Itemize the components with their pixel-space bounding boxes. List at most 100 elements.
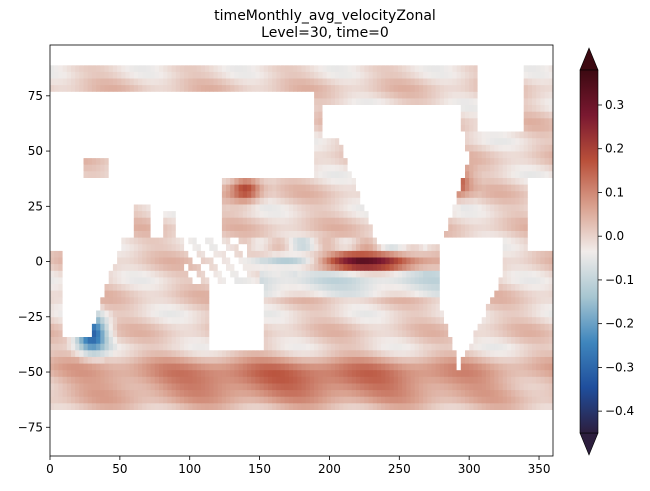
heatmap-cell [100, 270, 105, 278]
heatmap-cell [322, 290, 328, 298]
heatmap-cell [251, 369, 256, 377]
heatmap-cell [217, 184, 223, 192]
heatmap-cell [435, 250, 441, 258]
heatmap-cell [351, 303, 357, 311]
heatmap-cell [87, 343, 93, 351]
heatmap-cell [318, 409, 323, 417]
heatmap-cell [469, 243, 474, 251]
heatmap-cell [301, 323, 307, 331]
heatmap-cell [356, 369, 361, 377]
heatmap-cell [188, 270, 193, 278]
heatmap-cell [448, 303, 453, 311]
heatmap-cell [58, 356, 63, 364]
heatmap-cell [465, 263, 470, 271]
heatmap-cell [247, 177, 252, 185]
heatmap-cell [175, 177, 181, 185]
heatmap-cell [205, 310, 210, 318]
heatmap-cell [259, 422, 265, 430]
heatmap-cell [356, 277, 361, 284]
heatmap-cell [511, 330, 516, 337]
heatmap-cell [129, 210, 135, 218]
heatmap-cell [217, 316, 223, 324]
heatmap-cell [96, 383, 101, 391]
heatmap-cell [343, 204, 348, 212]
heatmap-cell [192, 237, 198, 245]
heatmap-cell [343, 376, 348, 384]
heatmap-cell [490, 383, 495, 391]
heatmap-cell [343, 336, 348, 344]
heatmap-cell [276, 403, 281, 410]
heatmap-cell [268, 316, 273, 324]
heatmap-cell [351, 349, 357, 357]
heatmap-cell [485, 316, 491, 324]
heatmap-cell [87, 303, 93, 311]
heatmap-cell [460, 224, 466, 231]
heatmap-cell [465, 389, 470, 397]
heatmap-cell [335, 422, 340, 430]
heatmap-cell [83, 296, 89, 304]
heatmap-cell [469, 224, 474, 231]
heatmap-cell [276, 369, 281, 377]
heatmap-cell [284, 177, 290, 185]
heatmap-cell [506, 316, 512, 324]
heatmap-cell [259, 283, 265, 291]
heatmap-cell [452, 330, 457, 337]
heatmap-cell [519, 164, 525, 172]
heatmap-cell [309, 243, 315, 251]
heatmap-cell [511, 157, 516, 165]
heatmap-cell [490, 164, 495, 172]
heatmap-cell [179, 217, 185, 225]
heatmap-cell [364, 349, 369, 357]
heatmap-cell [154, 164, 160, 172]
heatmap-cell [414, 277, 420, 284]
heatmap-cell [96, 363, 101, 371]
heatmap-cell [150, 224, 156, 231]
heatmap-cell [481, 263, 487, 271]
heatmap-cell [481, 349, 487, 357]
heatmap-cell [406, 283, 411, 291]
heatmap-cell [146, 250, 151, 258]
heatmap-cell [112, 257, 118, 265]
heatmap-cell [104, 177, 110, 185]
heatmap-cell [272, 409, 277, 417]
heatmap-cell [96, 250, 101, 258]
heatmap-cell [435, 363, 441, 371]
heatmap-cell [184, 343, 189, 351]
heatmap-cell [205, 343, 210, 351]
heatmap-cell [444, 283, 449, 291]
heatmap-cell [87, 224, 93, 231]
heatmap-cell [146, 230, 151, 238]
heatmap-cell [133, 323, 139, 331]
heatmap-cell [238, 303, 244, 311]
heatmap-cell [498, 171, 504, 178]
heatmap-cell [465, 296, 470, 304]
heatmap-cell [402, 363, 407, 371]
heatmap-cell [477, 217, 483, 225]
heatmap-cell [469, 330, 474, 337]
heatmap-cell [452, 316, 457, 324]
heatmap-cell [301, 409, 307, 417]
heatmap-cell [423, 171, 428, 178]
heatmap-cell [117, 171, 122, 178]
heatmap-cell [284, 230, 290, 238]
heatmap-cell [251, 190, 256, 198]
heatmap-cell [62, 237, 68, 245]
heatmap-cell [171, 310, 177, 318]
heatmap-cell [540, 230, 545, 238]
heatmap-cell [532, 316, 537, 324]
heatmap-cell [360, 376, 365, 384]
heatmap-cell [439, 257, 445, 265]
heatmap-cell [167, 151, 172, 159]
heatmap-cell [188, 257, 193, 265]
heatmap-cell [494, 303, 499, 311]
heatmap-cell [494, 263, 499, 271]
heatmap-cell [519, 197, 525, 205]
heatmap-cell [133, 210, 139, 218]
heatmap-cell [527, 257, 533, 265]
heatmap-cell [544, 323, 550, 331]
heatmap-cell [251, 204, 256, 212]
heatmap-cell [293, 157, 298, 165]
heatmap-cell [540, 263, 545, 271]
heatmap-cell [402, 197, 407, 205]
heatmap-cell [251, 157, 256, 165]
